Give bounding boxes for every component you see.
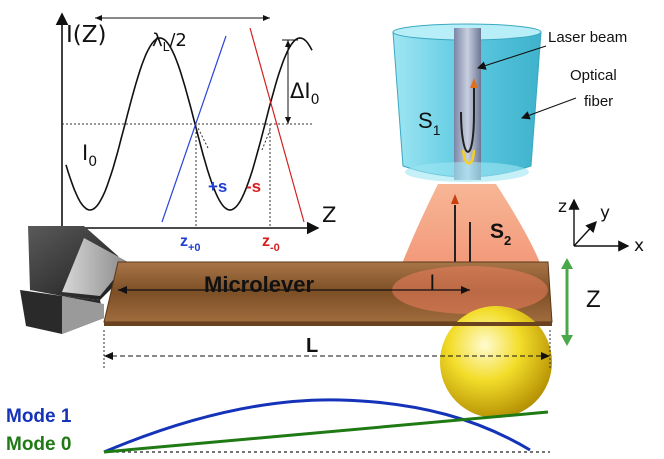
axis-y-label: y (600, 203, 610, 223)
axis-z-label: z (558, 197, 567, 217)
lever-beam-front (104, 322, 552, 326)
optical-fiber: Laser beam Optical fiber S1 (392, 23, 627, 182)
s1-loop (460, 86, 475, 153)
axis-y-line (573, 220, 597, 247)
s2-arrow-head (451, 194, 459, 204)
s2-label: S2 (490, 220, 511, 248)
delta-arrow-top-head (285, 40, 291, 47)
L-label: L (306, 335, 318, 357)
fiber-bottom-glow (405, 162, 529, 182)
fiber-core (454, 28, 481, 180)
intensity-curve (65, 37, 313, 211)
probe-ball (440, 306, 552, 418)
lambda-arrow-right-head (263, 15, 270, 21)
z-arrow-top (561, 258, 573, 269)
l-arrow-left-head (118, 286, 127, 294)
laser-beam-label: Laser beam (548, 29, 627, 46)
dotted-to-s-minus (261, 129, 271, 151)
mode-shapes: Mode 1 Mode 0 (6, 398, 550, 455)
l-label: l (430, 272, 435, 295)
delta-i0-label: ΔI0 (290, 79, 319, 108)
mode0-label: Mode 0 (6, 434, 71, 455)
l-arrow-right-head (461, 286, 470, 294)
i0-label: I0 (82, 141, 97, 170)
mode0-curve (103, 410, 549, 454)
axis-x-label: x (634, 236, 644, 256)
lambda-label: λL/2 (152, 30, 187, 54)
microlever: Microlever l (103, 261, 553, 418)
lever-clamp (20, 226, 128, 334)
s1-arrow-head (470, 78, 478, 88)
clamp-lower-face (62, 296, 104, 334)
mode1-label: Mode 1 (6, 406, 72, 427)
fiber-label: fiber (584, 93, 613, 110)
x-axis-label: Z (322, 203, 336, 227)
s1-label: S1 (418, 108, 441, 138)
interference-graph: I(Z) λL/2 ΔI0 I0 +s -s Z z+0 z-0 (55, 12, 336, 254)
tangent-minus-s (249, 27, 305, 223)
coordinate-axes: z y x (558, 197, 644, 256)
tangent-plus-s (161, 35, 227, 223)
plus-s-label: +s (208, 177, 227, 196)
z-displacement: Z (561, 258, 601, 346)
y-axis-label: I(Z) (66, 22, 107, 48)
zplus-label: z+0 (180, 233, 201, 254)
laser-pointer (476, 45, 547, 70)
clamp-face (62, 238, 128, 296)
z-arrow-bottom (561, 335, 573, 346)
s1-loop-fill (461, 149, 476, 165)
zminus-label: z-0 (262, 233, 280, 254)
minus-s-label: -s (246, 177, 261, 196)
mode1-curve (103, 398, 531, 454)
lambda-arrow-left-head (95, 15, 102, 21)
optical-pointer (520, 97, 577, 120)
optical-label: Optical (570, 67, 617, 84)
L-right-head (541, 352, 550, 360)
L-left-head (104, 352, 113, 360)
microlever-label: Microlever (204, 272, 314, 297)
length-dimension: L (103, 330, 551, 368)
z-label: Z (586, 286, 601, 313)
delta-arrow-bottom-head (285, 117, 291, 124)
